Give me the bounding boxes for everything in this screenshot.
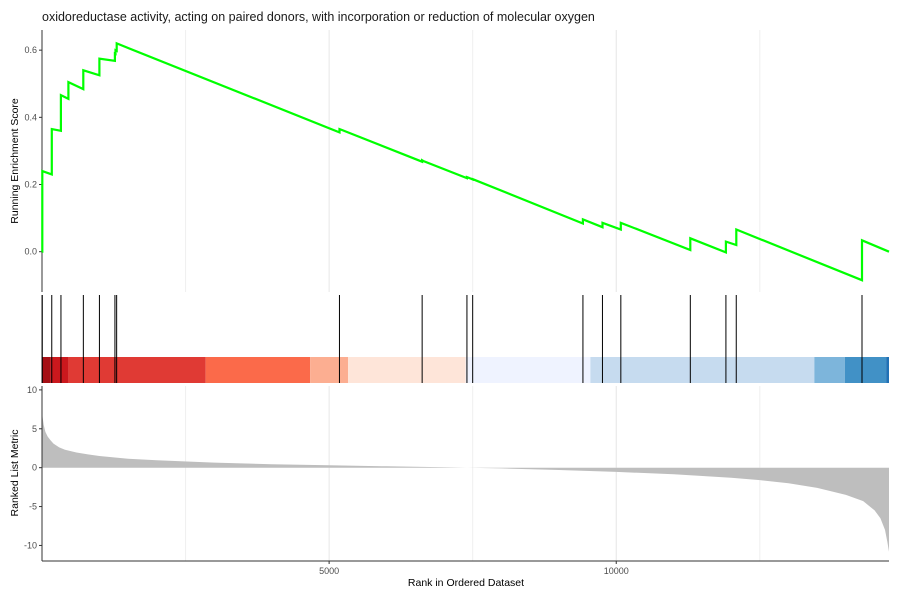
- x-axis-ticks: 5000 10000: [319, 561, 629, 576]
- rank-band: [68, 357, 206, 383]
- hits-panel: [41, 295, 889, 383]
- x-tick-label: 10000: [604, 566, 629, 576]
- rank-band: [814, 357, 845, 383]
- ranked-metric-y-tick-label: 5: [32, 424, 37, 434]
- rank-band: [205, 357, 311, 383]
- rank-band: [886, 357, 889, 383]
- ranked-metric-y-tick-label: 10: [27, 385, 37, 395]
- enrichment-y-axis-title: Running Enrichment Score: [9, 98, 21, 224]
- enrichment-y-ticks: 0.0 0.2 0.4 0.6: [24, 45, 42, 257]
- enrichment-gridlines: [185, 30, 761, 292]
- chart-title: oxidoreductase activity, acting on paire…: [42, 10, 595, 24]
- ranked-metric-y-tick-label: -5: [29, 502, 37, 512]
- ranked-metric-panel: 10 5 0 -5 -10 5000 10000 Ranked List Metric R…: [9, 385, 889, 589]
- enrichment-y-tick-label: 0.0: [24, 247, 37, 257]
- ranked-metric-y-axis-title: Ranked List Metric: [9, 430, 21, 517]
- rank-band: [310, 357, 349, 383]
- enrichment-panel: 0.0 0.2 0.4 0.6 Running Enrichment Score: [9, 30, 890, 292]
- enrichment-y-tick-label: 0.6: [24, 45, 37, 55]
- x-axis-title: Rank in Ordered Dataset: [408, 577, 524, 589]
- enrichment-y-tick-label: 0.4: [24, 112, 37, 122]
- gene-hit-marks: [41, 295, 863, 383]
- rank-band: [844, 357, 887, 383]
- ranked-metric-area: [42, 409, 889, 552]
- x-tick-label: 5000: [319, 566, 339, 576]
- rank-band: [465, 357, 591, 383]
- rank-band: [348, 357, 466, 383]
- ranked-metric-y-ticks: 10 5 0 -5 -10: [24, 385, 42, 550]
- running-enrichment-line: [41, 41, 890, 282]
- rank-band: [50, 357, 69, 383]
- rank-band: [590, 357, 815, 383]
- enrichment-y-tick-label: 0.2: [24, 180, 37, 190]
- rank-band: [42, 357, 51, 383]
- ranked-metric-y-tick-label: 0: [32, 463, 37, 473]
- rank-color-bands: [42, 357, 889, 383]
- ranked-metric-y-tick-label: -10: [24, 540, 37, 550]
